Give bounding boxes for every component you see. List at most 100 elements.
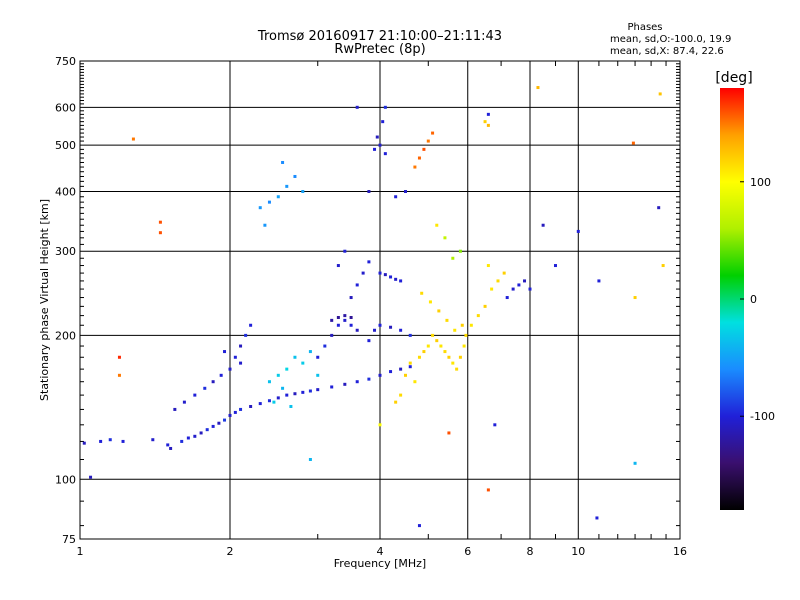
data-point bbox=[389, 275, 393, 279]
data-point bbox=[536, 86, 540, 90]
data-point bbox=[378, 373, 382, 377]
stats-heading: Phases bbox=[627, 22, 662, 33]
data-point bbox=[289, 404, 293, 408]
data-point bbox=[182, 400, 186, 404]
data-points bbox=[82, 86, 665, 528]
data-point bbox=[355, 283, 359, 287]
y-tick-label: 600 bbox=[55, 101, 76, 114]
data-point bbox=[373, 147, 377, 151]
data-point bbox=[308, 389, 312, 393]
data-point bbox=[431, 333, 435, 337]
data-point bbox=[420, 291, 424, 295]
data-point bbox=[528, 287, 532, 291]
data-point bbox=[394, 400, 398, 404]
data-point bbox=[193, 393, 197, 397]
data-point bbox=[276, 396, 280, 400]
data-point bbox=[486, 488, 490, 492]
data-point bbox=[316, 355, 320, 359]
data-point bbox=[355, 328, 359, 332]
data-point bbox=[343, 249, 347, 253]
data-point bbox=[378, 423, 382, 427]
data-point bbox=[361, 271, 365, 275]
data-point bbox=[389, 325, 393, 329]
data-point bbox=[403, 373, 407, 377]
data-point bbox=[276, 373, 280, 377]
data-point bbox=[355, 105, 359, 109]
data-point bbox=[169, 446, 173, 450]
data-point bbox=[293, 355, 297, 359]
data-point bbox=[399, 367, 403, 371]
data-point bbox=[343, 382, 347, 386]
data-point bbox=[375, 135, 379, 139]
data-point bbox=[451, 361, 455, 365]
data-point bbox=[597, 279, 601, 283]
y-tick-label: 100 bbox=[55, 473, 76, 486]
data-point bbox=[576, 229, 580, 233]
data-point bbox=[394, 195, 398, 199]
data-point bbox=[316, 373, 320, 377]
data-point bbox=[330, 318, 334, 322]
data-point bbox=[381, 120, 385, 124]
data-point bbox=[431, 131, 435, 135]
stats-line-o: mean, sd,O:-100.0, 19.9 bbox=[610, 34, 731, 45]
data-point bbox=[505, 296, 509, 300]
data-point bbox=[263, 223, 267, 227]
x-tick-label: 2 bbox=[227, 545, 234, 558]
data-point bbox=[661, 264, 665, 268]
data-point bbox=[239, 344, 243, 348]
data-point bbox=[121, 439, 125, 443]
data-point bbox=[151, 438, 155, 442]
data-point bbox=[131, 137, 135, 141]
data-point bbox=[336, 323, 340, 327]
data-point bbox=[496, 279, 500, 283]
data-point bbox=[249, 323, 253, 327]
data-point bbox=[553, 264, 557, 268]
data-point bbox=[308, 350, 312, 354]
data-point bbox=[408, 333, 412, 337]
x-tick-label: 10 bbox=[571, 545, 585, 558]
data-point bbox=[389, 370, 393, 374]
data-point bbox=[285, 393, 289, 397]
data-point bbox=[422, 147, 426, 151]
data-point bbox=[117, 373, 121, 377]
data-point bbox=[211, 380, 215, 384]
data-point bbox=[408, 361, 412, 365]
data-point bbox=[443, 350, 447, 354]
data-point bbox=[219, 373, 223, 377]
data-point bbox=[417, 156, 421, 160]
data-point bbox=[631, 141, 635, 145]
data-point bbox=[203, 386, 207, 390]
data-point bbox=[367, 377, 371, 381]
data-point bbox=[502, 271, 506, 275]
data-point bbox=[447, 355, 451, 359]
data-point bbox=[417, 524, 421, 528]
data-point bbox=[493, 423, 497, 427]
data-point bbox=[180, 439, 184, 443]
data-point bbox=[223, 350, 227, 354]
data-point bbox=[211, 424, 215, 428]
y-tick-label: 200 bbox=[55, 329, 76, 342]
data-point bbox=[426, 344, 430, 348]
data-point bbox=[343, 314, 347, 318]
chart-title: Tromsø 20160917 21:10:00–21:11:43 bbox=[257, 29, 502, 44]
data-point bbox=[89, 475, 93, 479]
data-point bbox=[460, 323, 464, 327]
data-point bbox=[173, 407, 177, 411]
data-point bbox=[343, 318, 347, 322]
y-tick-label: 75 bbox=[62, 533, 76, 546]
data-point bbox=[426, 139, 430, 143]
stats-line-x: mean, sd,X: 87.4, 22.6 bbox=[610, 46, 724, 57]
data-point bbox=[330, 385, 334, 389]
colorbar-tick-label: 0 bbox=[750, 293, 757, 306]
data-point bbox=[383, 152, 387, 156]
x-tick-label: 16 bbox=[673, 545, 687, 558]
data-point bbox=[228, 413, 232, 417]
data-point bbox=[541, 223, 545, 227]
data-point bbox=[330, 333, 334, 337]
data-point bbox=[217, 421, 221, 425]
data-point bbox=[186, 436, 190, 440]
data-point bbox=[439, 344, 443, 348]
data-point bbox=[367, 339, 371, 343]
data-point bbox=[316, 388, 320, 392]
